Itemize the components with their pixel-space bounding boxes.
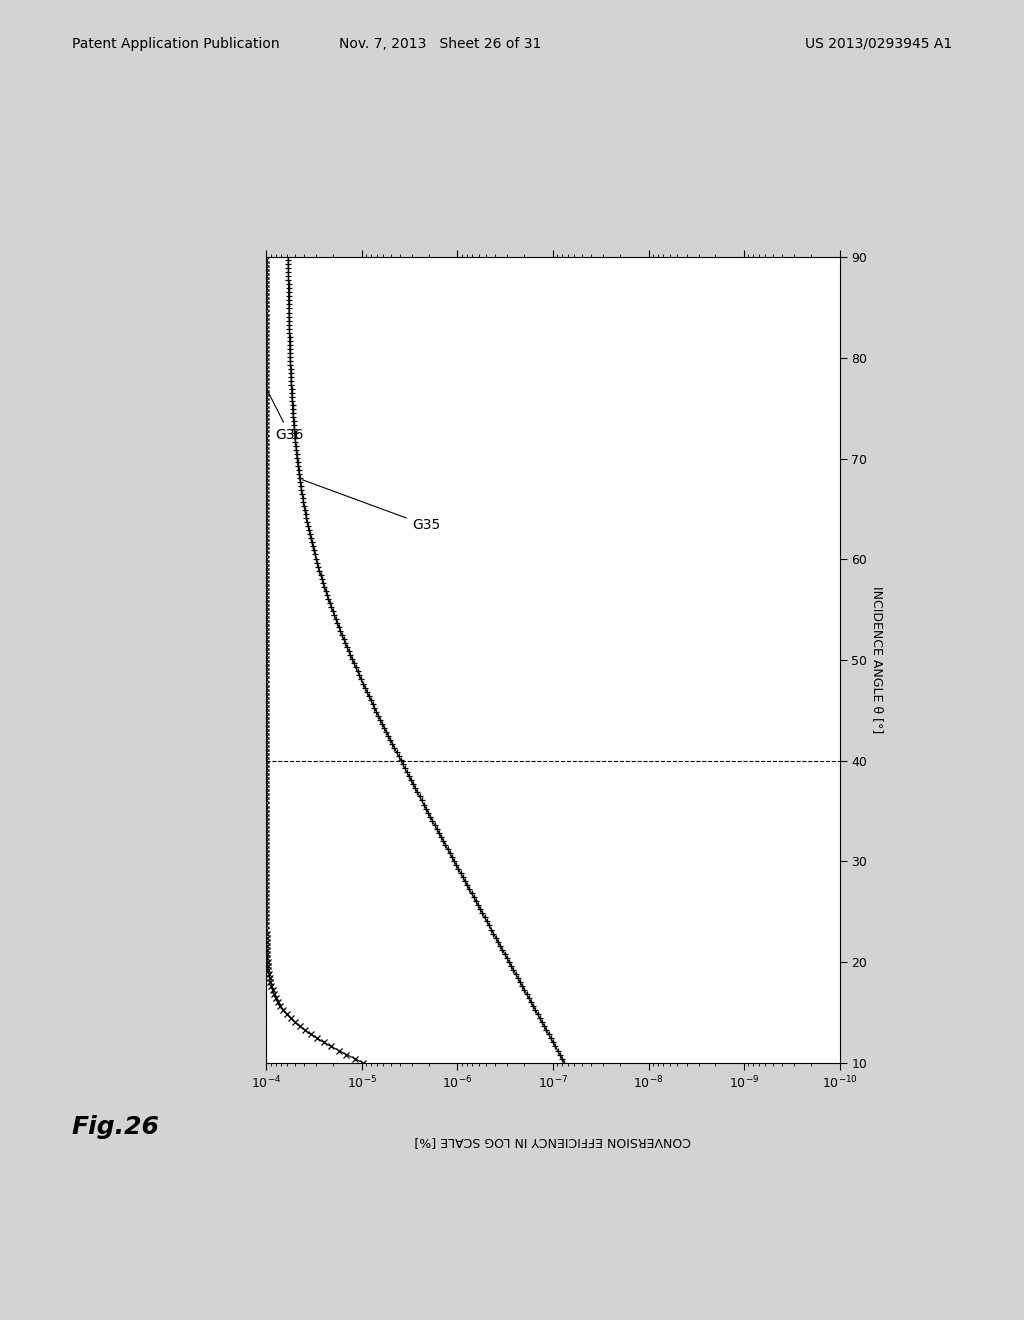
Text: G35: G35 [302,479,440,532]
Text: Fig.26: Fig.26 [72,1115,160,1139]
Text: Patent Application Publication: Patent Application Publication [72,37,280,51]
Text: US 2013/0293945 A1: US 2013/0293945 A1 [805,37,952,51]
Text: G36: G36 [267,391,304,442]
Text: CONVERSION EFFICIENCY IN LOG SCALE [%]: CONVERSION EFFICIENCY IN LOG SCALE [%] [415,1135,691,1148]
Text: Nov. 7, 2013   Sheet 26 of 31: Nov. 7, 2013 Sheet 26 of 31 [339,37,542,51]
Y-axis label: INCIDENCE ANGLE θ [°]: INCIDENCE ANGLE θ [°] [871,586,884,734]
